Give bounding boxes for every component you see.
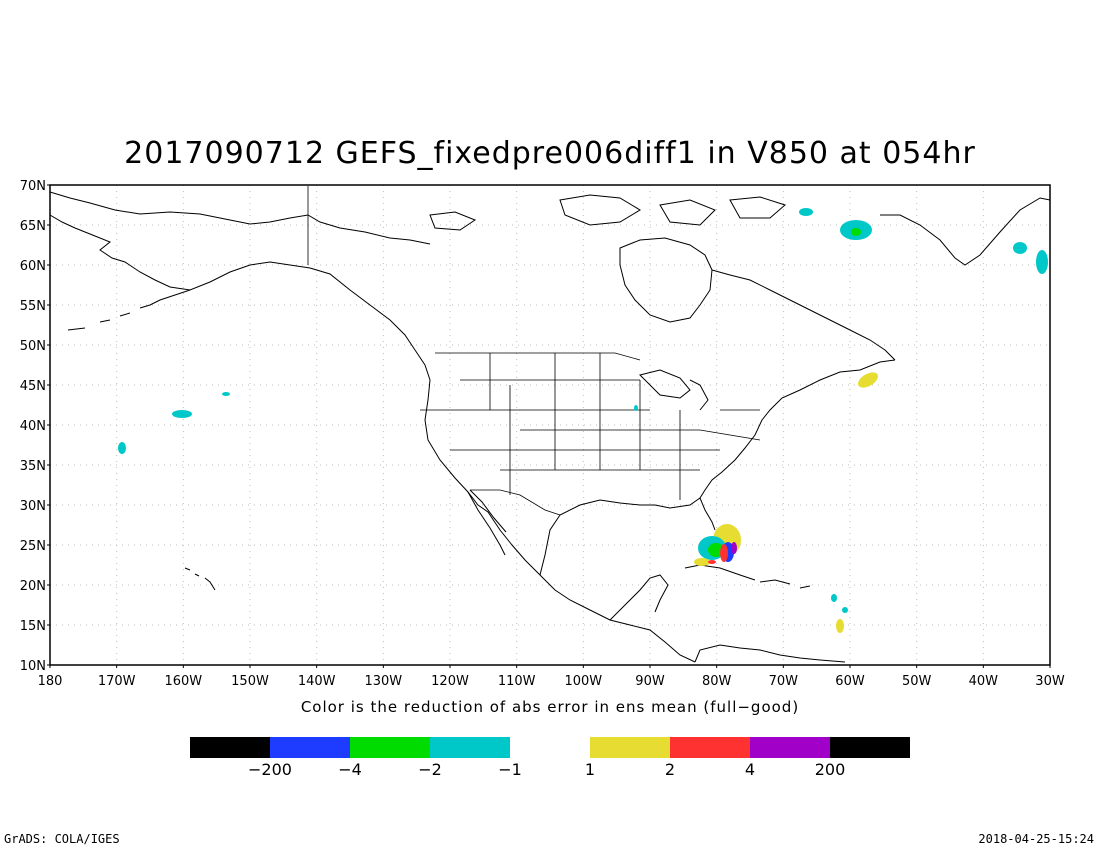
colorbar-caption: Color is the reduction of abs error in e… (300, 698, 800, 716)
graticule (50, 185, 1050, 665)
lon-label: 160W (164, 674, 202, 689)
cyan-blob-east-atlantic (1036, 250, 1048, 274)
lon-label: 50W (902, 674, 932, 689)
green-blob-labrador-sea (851, 228, 861, 236)
colorbar-segment (670, 737, 750, 758)
lon-label: 70W (769, 674, 799, 689)
lon-label: 30W (1035, 674, 1065, 689)
lat-label: 15N (20, 619, 46, 634)
colorbar-segment (590, 737, 670, 758)
lon-label: 170W (98, 674, 136, 689)
colorbar-segment (830, 737, 910, 758)
yellow-blob-caribbean (836, 619, 844, 633)
colorbar-segment (510, 737, 590, 758)
colorbar-segment (430, 737, 510, 758)
green-blob-hurricane (708, 543, 724, 557)
cyan-blob-midwest (634, 405, 638, 411)
political-borders (307, 186, 761, 516)
cyan-blob-pacific-1 (172, 410, 192, 418)
footer-right: 2018-04-25-15:24 (978, 832, 1094, 846)
lat-label: 45N (20, 379, 46, 394)
lat-label: 30N (20, 499, 46, 514)
anomaly-contours (118, 208, 1048, 633)
lon-label: 120W (431, 674, 469, 689)
lon-label: 180 (38, 674, 63, 689)
red-blob-cuba (708, 560, 716, 564)
footer-left: GrADS: COLA/IGES (4, 832, 120, 846)
cyan-blob-pacific-3 (118, 442, 126, 454)
lat-label: 35N (20, 459, 46, 474)
latitude-tick-labels: 70N 65N 60N 55N 50N 45N 40N 35N 30N 25N 20N 15N 10N (20, 179, 50, 674)
lat-label: 40N (20, 419, 46, 434)
map-title: 2017090712 GEFS_fixedpre006diff1 in V850… (124, 136, 976, 171)
colorbar-label: 2 (664, 760, 676, 779)
red-blob-hurricane (720, 544, 728, 562)
lat-label: 25N (20, 539, 46, 554)
cyan-blob-pacific-2 (222, 392, 230, 396)
cyan-blob-labrador-sea-small (799, 208, 813, 216)
lat-label: 50N (20, 339, 46, 354)
lat-label: 10N (20, 659, 46, 674)
purple-blob-hurricane (731, 542, 737, 554)
lon-label: 100W (564, 674, 602, 689)
colorbar-segment (350, 737, 430, 758)
colorbar-segment (190, 737, 270, 758)
coastlines (49, 191, 1051, 663)
colorbar-label: −200 (248, 760, 292, 779)
cyan-blob-caribbean-1 (831, 594, 837, 602)
cyan-blob-caribbean-2 (842, 607, 848, 613)
colorbar-segment (270, 737, 350, 758)
lon-label: 60W (835, 674, 865, 689)
lon-label: 40W (969, 674, 999, 689)
yellow-blob-cuba (694, 558, 710, 566)
longitude-tick-labels: 180 170W 160W 150W 140W 130W 120W 110W 100W 90W 80… (38, 665, 1065, 689)
lat-label: 60N (20, 259, 46, 274)
lon-label: 140W (298, 674, 336, 689)
lat-label: 65N (20, 219, 46, 234)
lon-label: 90W (635, 674, 665, 689)
colorbar-segment (750, 737, 830, 758)
colorbar-label: −4 (338, 760, 362, 779)
lon-label: 150W (231, 674, 269, 689)
cyan-blob-greenland (1013, 242, 1027, 254)
colorbar-label: 200 (814, 760, 846, 779)
lat-label: 70N (20, 179, 46, 194)
colorbar-label: −2 (418, 760, 442, 779)
lon-label: 80W (702, 674, 732, 689)
colorbar-label: 1 (584, 760, 596, 779)
yellow-blob-newfoundland (858, 372, 878, 388)
colorbar-label: −1 (498, 760, 522, 779)
colorbar-label: 4 (744, 760, 756, 779)
lon-label: 110W (498, 674, 536, 689)
lon-label: 130W (364, 674, 402, 689)
lat-label: 20N (20, 579, 46, 594)
lat-label: 55N (20, 299, 46, 314)
